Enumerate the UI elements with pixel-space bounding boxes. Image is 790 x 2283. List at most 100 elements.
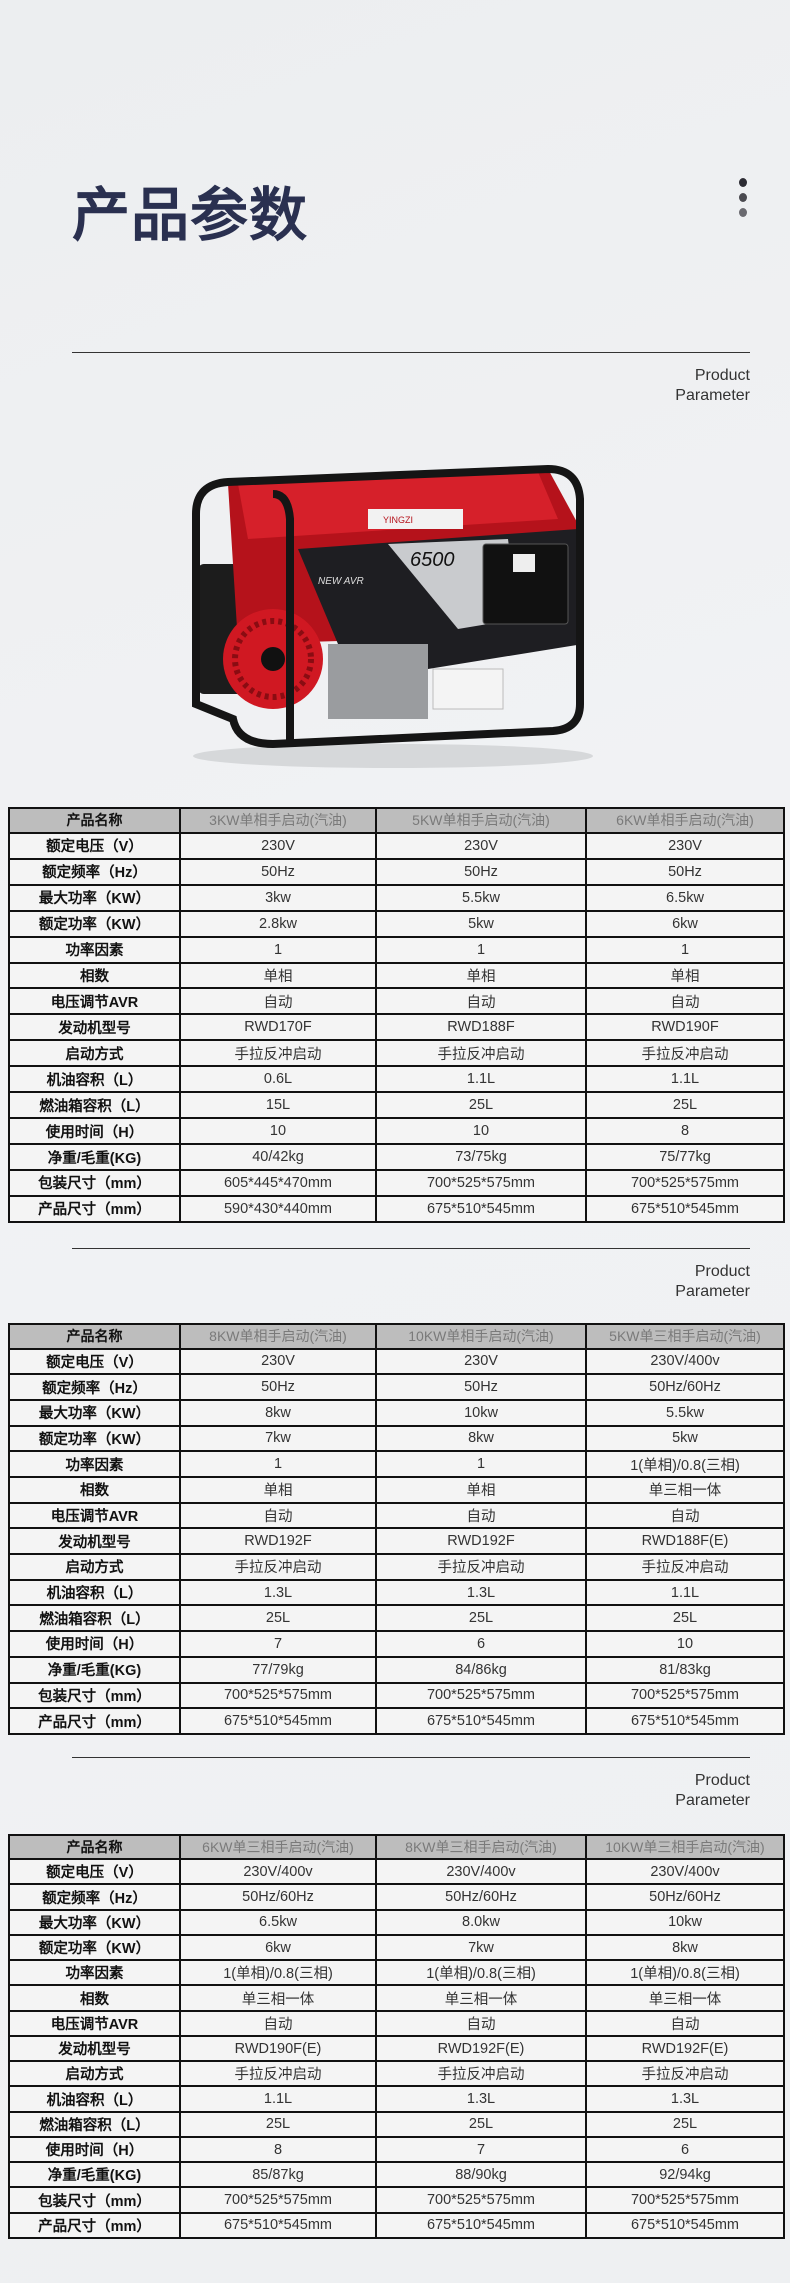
row-label: 净重/毛重(KG) xyxy=(8,1143,181,1171)
table-row: 净重/毛重(KG) 85/87kg 88/90kg 92/94kg xyxy=(8,2161,785,2189)
row-label: 产品尺寸（mm） xyxy=(8,1707,181,1735)
brand-plate xyxy=(368,509,463,529)
row-label: 包装尺寸（mm） xyxy=(8,1681,181,1710)
table-row: 额定电压（V） 230V 230V 230V xyxy=(8,831,785,860)
spec-value-cell: 单三相一体 xyxy=(179,1984,377,2012)
spec-value-cell: 675*510*545mm xyxy=(585,1707,785,1735)
spec-value-cell: RWD192F(E) xyxy=(375,2034,587,2063)
spec-value-cell: 25L xyxy=(375,1604,587,1633)
table-row: 包装尺寸（mm） 605*445*470mm 700*525*575mm 700*52… xyxy=(8,1169,785,1197)
spec-value-cell: 10 xyxy=(585,1630,785,1658)
spec-value-cell: 手拉反冲启动 xyxy=(179,2060,377,2088)
table-header-row: 产品名称 6KW单三相手启动(汽油) 8KW单三相手启动(汽油) 10KW单三相手启动… xyxy=(8,1833,785,1861)
spec-value-cell: 1 xyxy=(179,935,377,964)
spec-value-cell: 1(单相)/0.8(三相) xyxy=(375,1959,587,1987)
spec-value-cell: 675*510*545mm xyxy=(375,1194,587,1224)
spec-value-cell: 230V/400v xyxy=(585,1347,785,1376)
spec-value-cell: 230V/400v xyxy=(179,1858,377,1886)
row-label: 额定功率（KW） xyxy=(8,909,181,938)
row-label: 相数 xyxy=(8,961,181,990)
spec-value-cell: 自动 xyxy=(179,1501,377,1530)
spec-value-cell: 7 xyxy=(375,2135,587,2164)
table-row: 机油容积（L） 0.6L 1.1L 1.1L xyxy=(8,1065,785,1094)
spec-value-cell: 自动 xyxy=(179,2009,377,2037)
model-header-cell: 3KW单相手启动(汽油) xyxy=(179,807,377,834)
row-label: 启动方式 xyxy=(8,1039,181,1068)
table-row: 发动机型号 RWD192F RWD192F RWD188F(E) xyxy=(8,1527,785,1556)
row-label: 额定电压（V） xyxy=(8,1347,181,1376)
spec-value-cell: 73/75kg xyxy=(375,1143,587,1171)
spec-value-cell: 10kw xyxy=(375,1398,587,1427)
table-row: 额定频率（Hz） 50Hz 50Hz 50Hz xyxy=(8,857,785,886)
spec-value-cell: 230V/400v xyxy=(375,1858,587,1886)
table-row: 相数 单三相一体 单三相一体 单三相一体 xyxy=(8,1984,785,2012)
spec-value-cell: 手拉反冲启动 xyxy=(585,2060,785,2088)
spec-value-cell: 700*525*575mm xyxy=(179,1681,377,1710)
spec-value-cell: 1.1L xyxy=(375,1065,587,1094)
spec-value-cell: 3kw xyxy=(179,883,377,912)
spec-value-cell: 手拉反冲启动 xyxy=(179,1039,377,1068)
spec-value-cell: 5kw xyxy=(375,909,587,938)
row-label: 发动机型号 xyxy=(8,2034,181,2063)
svg-text:6500: 6500 xyxy=(410,549,455,571)
spec-value-cell: 230V xyxy=(375,1347,587,1376)
row-label: 最大功率（KW） xyxy=(8,883,181,912)
spec-value-cell: 50Hz xyxy=(375,1373,587,1401)
section-subtitle: Product Parameter xyxy=(675,1771,750,1811)
spec-value-cell: 自动 xyxy=(375,1501,587,1530)
table-row: 电压调节AVR 自动 自动 自动 xyxy=(8,1501,785,1530)
spec-value-cell: 8.0kw xyxy=(375,1908,587,1936)
spec-value-cell: 手拉反冲启动 xyxy=(585,1553,785,1581)
table-row: 相数 单相 单相 单三相一体 xyxy=(8,1476,785,1504)
table-row: 使用时间（H） 8 7 6 xyxy=(8,2135,785,2164)
spec-value-cell: 6kw xyxy=(179,1933,377,1962)
spec-value-cell: 25L xyxy=(375,1091,587,1120)
spec-value-cell: 单相 xyxy=(179,1476,377,1504)
row-label: 燃油箱容积（L） xyxy=(8,1604,181,1633)
divider xyxy=(72,1248,750,1249)
row-label: 最大功率（KW） xyxy=(8,1398,181,1427)
spec-value-cell: 81/83kg xyxy=(585,1655,785,1684)
table-row: 使用时间（H） 7 6 10 xyxy=(8,1630,785,1658)
row-label: 净重/毛重(KG) xyxy=(8,2161,181,2189)
spec-value-cell: 700*525*575mm xyxy=(375,1169,587,1197)
table-row: 相数 单相 单相 单相 xyxy=(8,961,785,990)
spec-value-cell: 自动 xyxy=(179,987,377,1016)
spec-value-cell: 230V xyxy=(179,1347,377,1376)
row-label: 启动方式 xyxy=(8,1553,181,1581)
row-label: 使用时间（H） xyxy=(8,2135,181,2164)
row-label: 发动机型号 xyxy=(8,1527,181,1556)
spec-value-cell: 85/87kg xyxy=(179,2161,377,2189)
row-label: 功率因素 xyxy=(8,1959,181,1987)
spec-value-cell: 手拉反冲启动 xyxy=(375,1553,587,1581)
table-header-row: 产品名称 8KW单相手启动(汽油) 10KW单相手启动(汽油) 5KW单三相手启动(汽… xyxy=(8,1323,785,1350)
subtitle-line: Parameter xyxy=(675,1283,750,1300)
model-header-cell: 10KW单相手启动(汽油) xyxy=(375,1323,587,1350)
row-label: 额定频率（Hz） xyxy=(8,1883,181,1911)
table-row: 净重/毛重(KG) 40/42kg 73/75kg 75/77kg xyxy=(8,1143,785,1171)
spec-value-cell: 25L xyxy=(585,1604,785,1633)
spec-value-cell: 77/79kg xyxy=(179,1655,377,1684)
spec-value-cell: 单相 xyxy=(179,961,377,990)
row-label: 电压调节AVR xyxy=(8,987,181,1016)
subtitle-product: Product xyxy=(694,367,750,384)
table-row: 机油容积（L） 1.1L 1.3L 1.3L xyxy=(8,2085,785,2113)
row-label: 燃油箱容积（L） xyxy=(8,2110,181,2138)
table-row: 最大功率（KW） 8kw 10kw 5.5kw xyxy=(8,1398,785,1427)
row-label: 额定电压（V） xyxy=(8,1858,181,1886)
spec-value-cell: 7kw xyxy=(375,1933,587,1962)
spec-value-cell: 675*510*545mm xyxy=(179,1707,377,1735)
spec-value-cell: 单三相一体 xyxy=(375,1984,587,2012)
spec-value-cell: 700*525*575mm xyxy=(375,1681,587,1710)
spec-value-cell: 1.1L xyxy=(585,1065,785,1094)
row-label: 机油容积（L） xyxy=(8,1065,181,1094)
spec-value-cell: RWD188F(E) xyxy=(585,1527,785,1556)
spec-value-cell: 自动 xyxy=(585,2009,785,2037)
spec-value-cell: 6.5kw xyxy=(585,883,785,912)
row-label: 最大功率（KW） xyxy=(8,1908,181,1936)
spec-value-cell: 手拉反冲启动 xyxy=(585,1039,785,1068)
spec-value-cell: 5.5kw xyxy=(585,1398,785,1427)
spec-value-cell: 230V/400v xyxy=(585,1858,785,1886)
table-row: 额定频率（Hz） 50Hz 50Hz 50Hz/60Hz xyxy=(8,1373,785,1401)
spec-value-cell: 25L xyxy=(179,1604,377,1633)
